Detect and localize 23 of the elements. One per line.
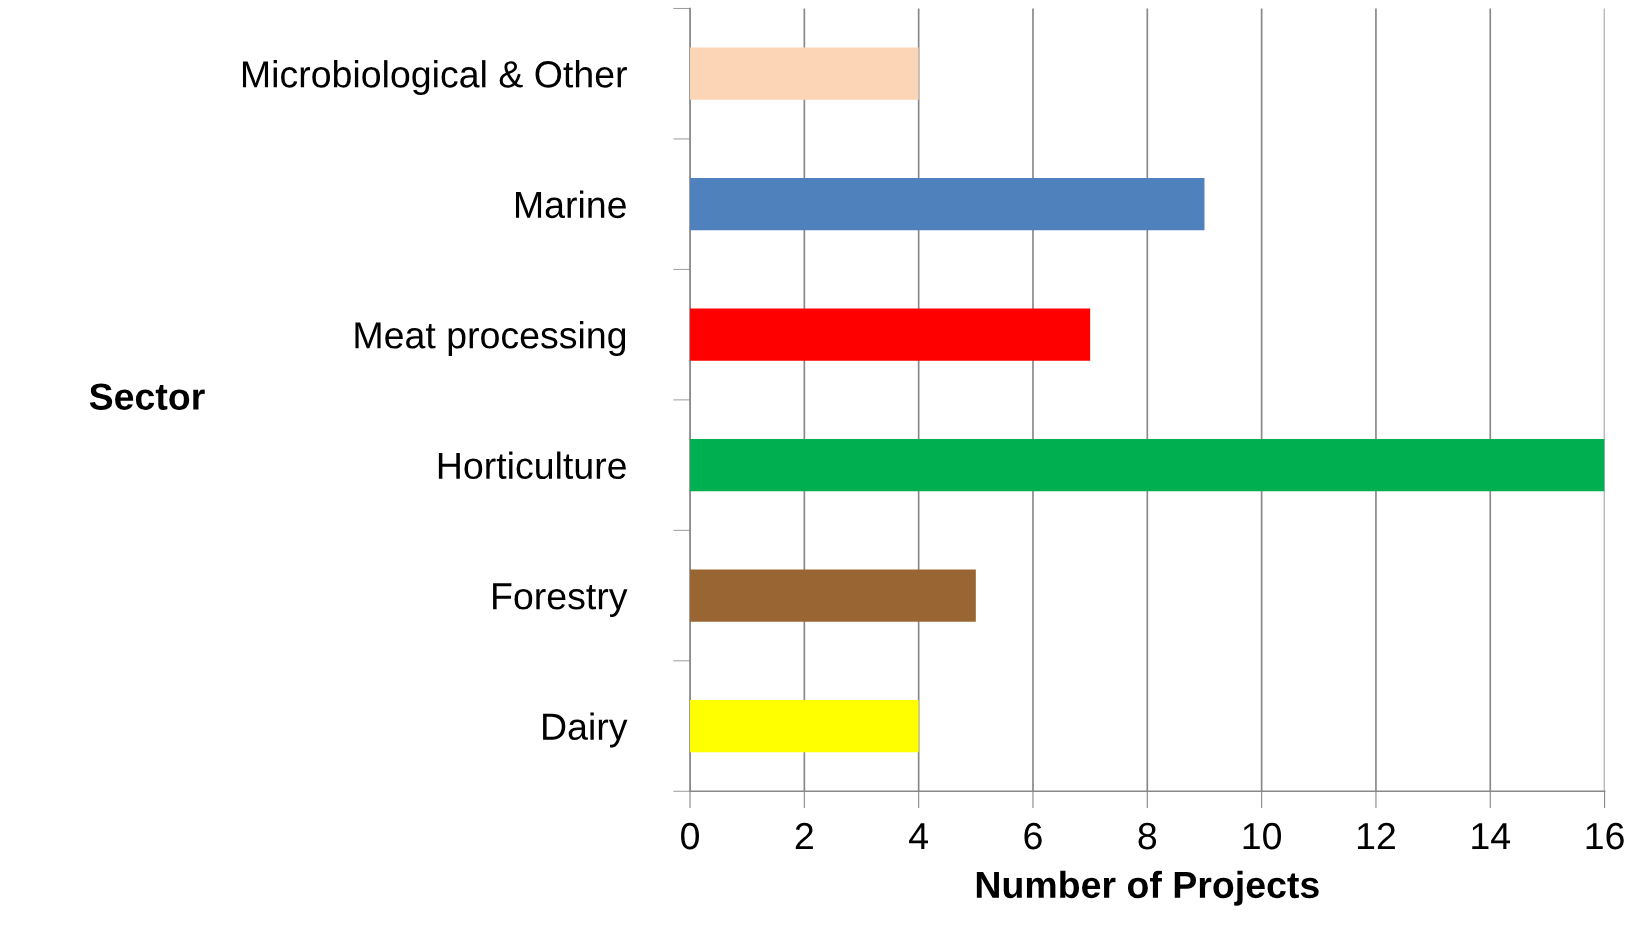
x-tick-label: 2 <box>795 822 813 850</box>
bar <box>690 569 976 622</box>
x-tick-label: 16 <box>1586 822 1624 850</box>
x-tick-label: 10 <box>1243 822 1282 850</box>
x-tick-label: 14 <box>1472 823 1511 850</box>
y-tick-label: Microbiological & Other <box>242 60 627 96</box>
x-tick-label: 0 <box>681 822 699 850</box>
bar <box>690 439 1605 492</box>
y-tick-label: Forestry <box>493 583 628 617</box>
bar <box>690 47 919 100</box>
bar <box>690 308 1091 361</box>
y-axis-title: Sector <box>89 383 205 410</box>
bar <box>690 699 919 753</box>
y-tick-label: Marine <box>515 190 626 219</box>
x-tick-label: 8 <box>1138 822 1157 850</box>
y-tick-label: Horticulture <box>438 451 626 480</box>
x-tick-label: 12 <box>1357 822 1395 850</box>
y-tick-label: Dairy <box>543 712 628 748</box>
x-tick-label: 4 <box>909 823 928 850</box>
x-axis-title: Number of Projects <box>976 870 1319 906</box>
x-tick-label: 6 <box>1024 822 1042 850</box>
bar <box>690 178 1205 231</box>
y-tick-label: Meat processing <box>355 321 626 357</box>
